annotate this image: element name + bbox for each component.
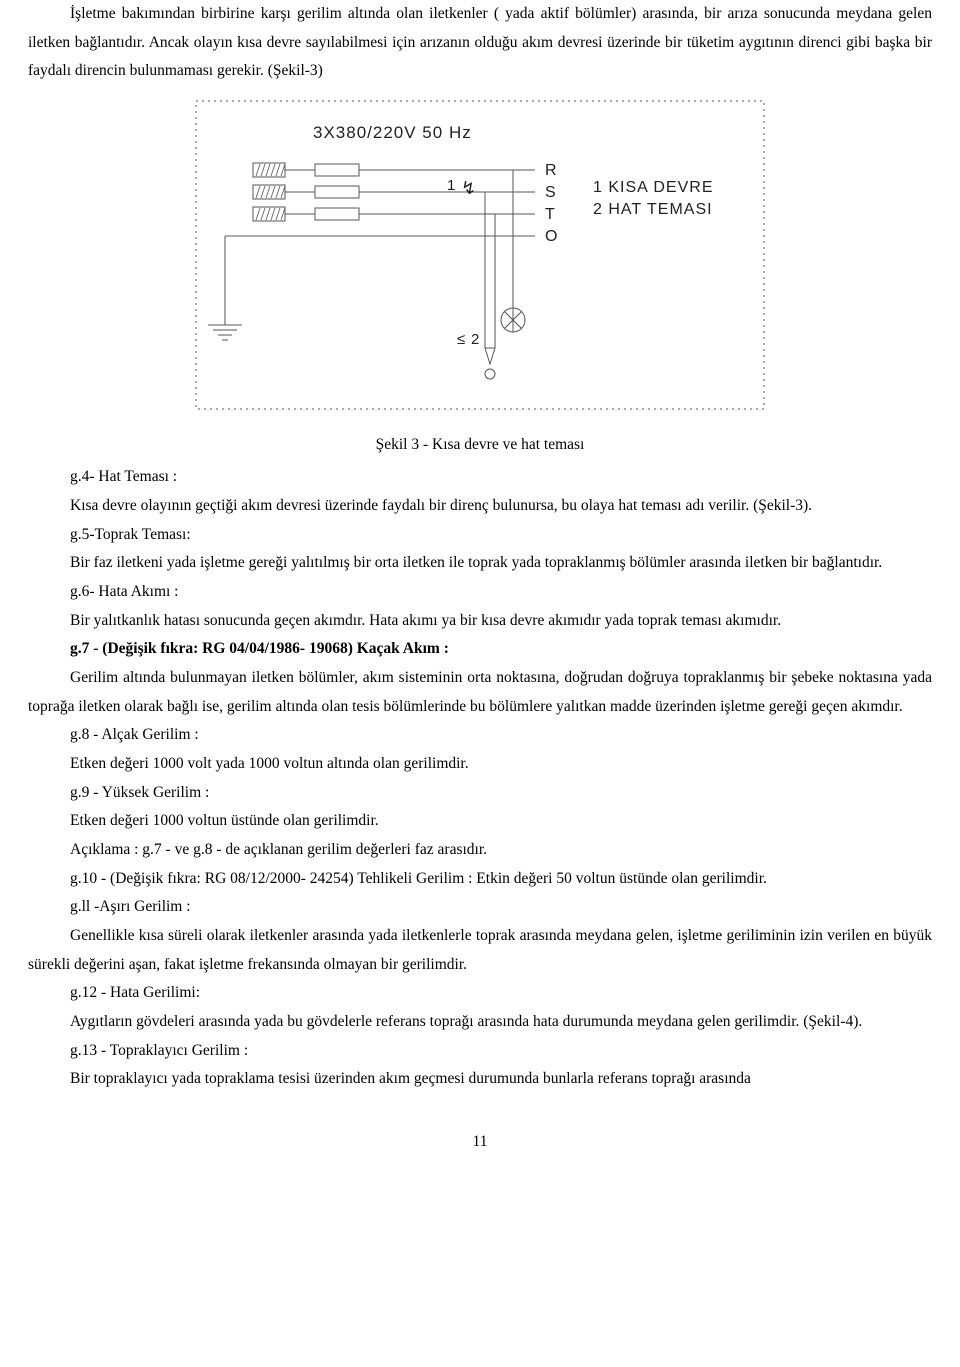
g5-body: Bir faz iletkeni yada işletme gereği yal…: [28, 549, 932, 578]
g5-head: g.5-Toprak Teması:: [28, 521, 932, 550]
figure-3-diagram: 3X380/220V 50 Hz 1 KISA DEVRE 2 HAT TEMASI…: [195, 100, 765, 410]
g7-body: Gerilim altında bulunmayan iletken bölüm…: [28, 664, 932, 721]
g6-head: g.6- Hata Akımı :: [28, 578, 932, 607]
svg-text:S: S: [545, 184, 557, 201]
svg-text:O: O: [545, 228, 558, 245]
svg-text:3X380/220V 50 Hz: 3X380/220V 50 Hz: [313, 123, 472, 142]
svg-text:2: 2: [471, 331, 480, 348]
svg-text:↯: ↯: [461, 178, 477, 198]
svg-text:2 HAT TEMASI: 2 HAT TEMASI: [593, 201, 713, 218]
explanation: Açıklama : g.7 - ve g.8 - de açıklanan g…: [28, 836, 932, 865]
svg-text:1: 1: [447, 177, 456, 194]
g4-head: g.4- Hat Teması :: [28, 463, 932, 492]
g10: g.10 - (Değişik fıkra: RG 08/12/2000- 24…: [28, 865, 932, 894]
para-intro: İşletme bakımından birbirine karşı geril…: [28, 0, 932, 86]
svg-text:T: T: [545, 206, 556, 223]
g13-body: Bir topraklayıcı yada topraklama tesisi …: [28, 1065, 932, 1094]
g13-head: g.13 - Topraklayıcı Gerilim :: [28, 1037, 932, 1066]
g11-body: Genellikle kısa süreli olarak iletkenler…: [28, 922, 932, 979]
g11-head: g.ll -Aşırı Gerilim :: [28, 893, 932, 922]
g6-body: Bir yalıtkanlık hatası sonucunda geçen a…: [28, 607, 932, 636]
svg-text:≤: ≤: [457, 331, 466, 348]
g9-head: g.9 - Yüksek Gerilim :: [28, 779, 932, 808]
svg-text:R: R: [545, 162, 558, 179]
g4-body: Kısa devre olayının geçtiği akım devresi…: [28, 492, 932, 521]
page-number: 11: [28, 1128, 932, 1157]
figure-3-caption: Şekil 3 - Kısa devre ve hat teması: [28, 431, 932, 460]
g9-body: Etken değeri 1000 voltun üstünde olan ge…: [28, 807, 932, 836]
figure-3-wrap: 3X380/220V 50 Hz 1 KISA DEVRE 2 HAT TEMASI…: [195, 100, 765, 421]
g7-head: g.7 - (Değişik fıkra: RG 04/04/1986- 190…: [28, 635, 932, 664]
svg-text:1 KISA DEVRE: 1 KISA DEVRE: [593, 179, 714, 196]
g12-body: Aygıtların gövdeleri arasında yada bu gö…: [28, 1008, 932, 1037]
g8-body: Etken değeri 1000 volt yada 1000 voltun …: [28, 750, 932, 779]
g8-head: g.8 - Alçak Gerilim :: [28, 721, 932, 750]
g12-head: g.12 - Hata Gerilimi:: [28, 979, 932, 1008]
